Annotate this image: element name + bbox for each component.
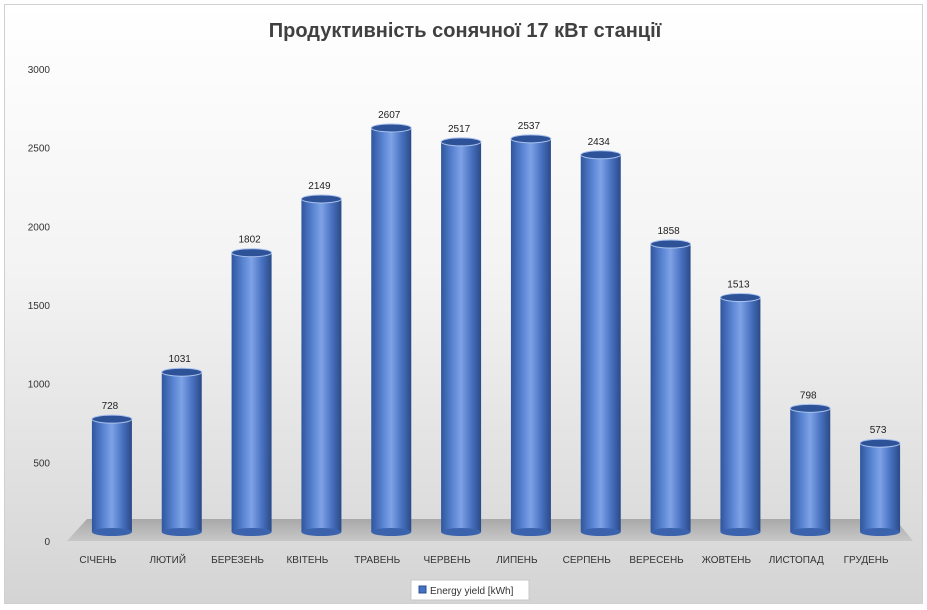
bar-top-cap (300, 194, 342, 204)
bar-top-cap (650, 239, 692, 249)
y-tick-label: 0 (44, 537, 50, 548)
bar-bottom-cap (161, 528, 202, 536)
bar-top-cap (859, 438, 901, 448)
bar-bottom-cap (231, 528, 272, 536)
legend-swatch (418, 585, 427, 594)
bar-body (860, 443, 901, 532)
bar-bottom-cap (371, 528, 412, 536)
x-tick-label: СІЧЕНЬ (79, 555, 117, 566)
bar-top-cap (580, 150, 622, 160)
bar: 2517 (440, 124, 482, 536)
x-tick-label: ВЕРЕСЕНЬ (629, 555, 684, 566)
bars-group: 728 1031 1802 2149 2607 2517 2537 2434 1858 1513 7… (91, 110, 901, 536)
bar-bottom-cap (860, 528, 901, 536)
bar: 1031 (161, 354, 203, 536)
y-tick-label: 1500 (28, 301, 51, 312)
bar-body (231, 252, 272, 533)
data-label: 2537 (518, 121, 541, 132)
bar: 2537 (510, 121, 552, 536)
bar-top-cap (91, 414, 133, 424)
bar: 2434 (580, 137, 622, 536)
bar-body (301, 198, 342, 532)
x-tick-label: ЛЮТИЙ (149, 553, 186, 566)
bar-bottom-cap (580, 528, 621, 536)
x-tick-label: ЛИСТОПАД (769, 555, 824, 566)
y-tick-label: 500 (33, 458, 50, 469)
x-tick-label: КВІТЕНЬ (286, 555, 328, 566)
bar-body (161, 372, 202, 532)
bar-body (371, 127, 412, 532)
chart-floor (67, 519, 913, 541)
bar: 1802 (231, 235, 273, 536)
data-label: 2607 (378, 110, 401, 121)
data-label: 2149 (308, 181, 331, 192)
bar-top-cap (231, 248, 273, 258)
x-tick-label: СЕРПЕНЬ (563, 555, 612, 566)
bar-top-cap (789, 403, 831, 413)
bar-top-cap (510, 134, 552, 144)
bar-bottom-cap (720, 528, 761, 536)
bar-body (91, 419, 132, 532)
data-label: 573 (870, 425, 887, 436)
y-tick-label: 3000 (28, 65, 51, 76)
bar: 1513 (719, 280, 761, 536)
data-label: 1802 (238, 235, 261, 246)
bar-bottom-cap (441, 528, 482, 536)
bar-top-cap (719, 293, 761, 303)
bar-body (720, 297, 761, 532)
x-axis: СІЧЕНЬ ЛЮТИЙ БЕРЕЗЕНЬ КВІТЕНЬ ТРАВЕНЬ ЧЕРВЕНЬ… (79, 553, 889, 566)
data-label: 1858 (657, 226, 680, 237)
bar-top-cap (440, 137, 482, 147)
bar-body (580, 154, 621, 532)
bar-chart: Продуктивність сонячної 17 кВт станції 0… (28, 20, 913, 601)
bar: 728 (91, 401, 133, 536)
x-tick-label: ЧЕРВЕНЬ (424, 555, 472, 566)
bar-body (790, 408, 831, 532)
bar-top-cap (161, 367, 203, 377)
legend: Energy yield [kWh] (410, 579, 530, 601)
bar: 1858 (650, 226, 692, 536)
chart-area: Продуктивність сонячної 17 кВт станції 0… (4, 4, 923, 604)
bar-top-cap (370, 123, 412, 133)
bar: 798 (789, 390, 831, 536)
bar-bottom-cap (91, 528, 132, 536)
legend-label: Energy yield [kWh] (430, 586, 514, 597)
bar-body (650, 244, 691, 532)
x-tick-label: ЖОВТЕНЬ (702, 555, 752, 566)
x-tick-label: БЕРЕЗЕНЬ (211, 555, 264, 566)
x-tick-label: ТРАВЕНЬ (354, 555, 400, 566)
x-tick-label: ЛИПЕНЬ (496, 555, 538, 566)
x-tick-label: ГРУДЕНЬ (844, 555, 889, 566)
data-label: 2517 (448, 124, 471, 135)
bar: 573 (859, 425, 901, 536)
bar-bottom-cap (790, 528, 831, 536)
bar-bottom-cap (510, 528, 551, 536)
data-label: 728 (102, 401, 119, 412)
y-axis: 0 500 1000 1500 2000 2500 3000 (28, 65, 51, 548)
bar: 2149 (300, 181, 342, 536)
data-label: 1513 (727, 280, 750, 291)
bar-body (441, 141, 482, 532)
legend-box (410, 579, 530, 601)
y-tick-label: 2000 (28, 222, 51, 233)
data-label: 1031 (169, 354, 192, 365)
data-label: 2434 (588, 137, 611, 148)
bar-body (510, 138, 551, 533)
chart-title: Продуктивність сонячної 17 кВт станції (269, 20, 662, 42)
bar-bottom-cap (301, 528, 342, 536)
bar: 2607 (370, 110, 412, 536)
data-label: 798 (800, 390, 817, 401)
y-tick-label: 1000 (28, 380, 51, 391)
y-tick-label: 2500 (28, 144, 51, 155)
bar-bottom-cap (650, 528, 691, 536)
